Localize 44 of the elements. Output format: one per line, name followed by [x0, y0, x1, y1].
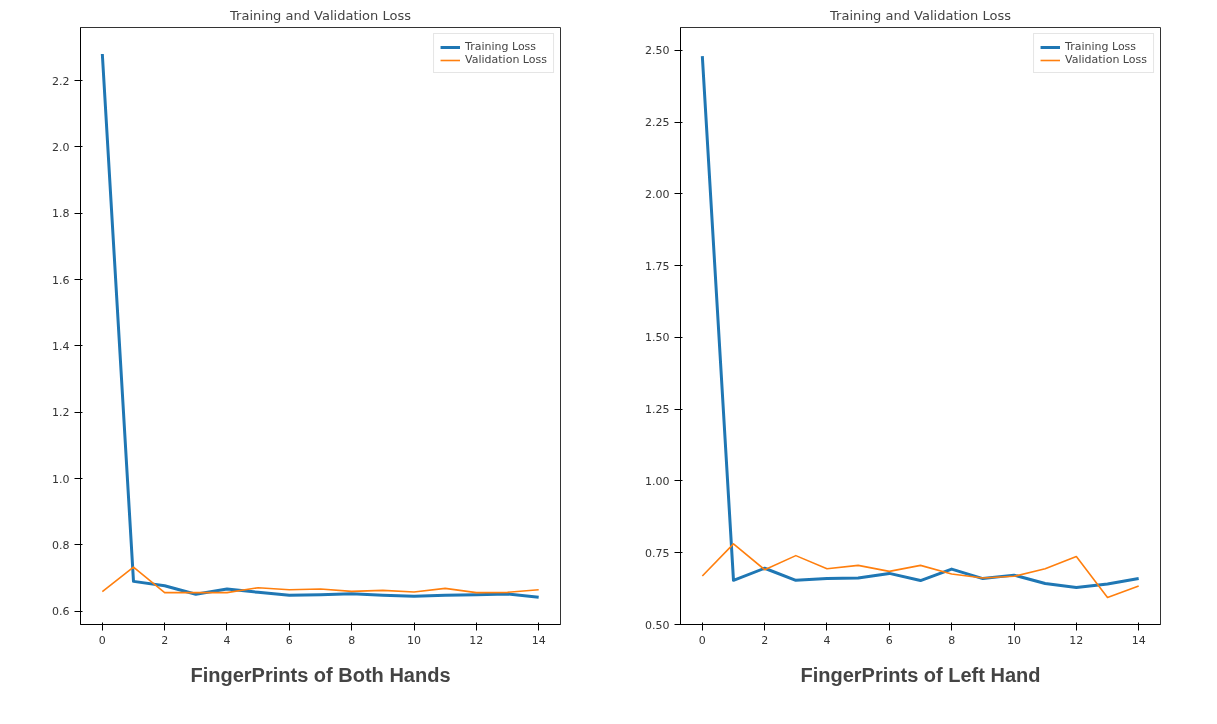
y-tick-label: 2.0: [52, 140, 70, 154]
legend-label: Validation Loss: [1065, 53, 1147, 66]
y-tick-label: 2.25: [645, 116, 670, 130]
text: FingerPrints of Both Hands: [190, 663, 451, 686]
chart-title: Training and Validation Loss: [229, 7, 412, 23]
x-tick-label: 0: [698, 633, 706, 647]
y-tick-label: 2.00: [645, 187, 670, 201]
x-tick-label: 12: [1069, 633, 1084, 647]
y-tick-label: 1.50: [645, 331, 670, 345]
text: FingerPrints of Left Hand: [800, 663, 1041, 686]
x-tick-label: 8: [348, 633, 356, 647]
legend-label: Validation Loss: [465, 53, 547, 66]
x-tick-label: 0: [98, 633, 106, 647]
y-tick-label: 1.2: [52, 406, 70, 420]
y-tick-label: 1.6: [52, 273, 70, 287]
y-tick-label: 2.50: [645, 44, 670, 58]
x-tick-label: 8: [948, 633, 956, 647]
y-tick-label: 1.75: [645, 259, 670, 273]
y-tick-label: 1.25: [645, 403, 670, 417]
x-tick-label: 2: [161, 633, 169, 647]
y-tick-label: 1.0: [52, 472, 70, 486]
x-tick-label: 6: [285, 633, 293, 647]
line-series: [101, 566, 540, 594]
legend-label: Training Loss: [1065, 40, 1137, 53]
y-tick-label: 0.8: [52, 538, 70, 552]
y-tick-label: 1.4: [52, 339, 70, 353]
x-tick-label: 14: [531, 633, 546, 647]
x-tick-label: 4: [223, 633, 231, 647]
line-series: [701, 543, 1140, 599]
x-tick-label: 10: [407, 633, 422, 647]
x-tick-label: 12: [469, 633, 484, 647]
x-tick-label: 6: [885, 633, 893, 647]
chart-title: Training and Validation Loss: [829, 7, 1012, 23]
y-tick-label: 1.00: [645, 474, 670, 488]
legend-label: Training Loss: [465, 40, 537, 53]
x-tick-label: 14: [1131, 633, 1146, 647]
y-tick-label: 0.75: [645, 546, 670, 560]
y-tick-label: 1.8: [52, 207, 70, 221]
x-tick-label: 2: [761, 633, 769, 647]
y-tick-label: 2.2: [52, 74, 70, 88]
y-tick-label: 0.6: [52, 605, 70, 619]
y-tick-label: 0.50: [645, 618, 670, 632]
x-tick-label: 10: [1007, 633, 1022, 647]
x-tick-label: 4: [823, 633, 831, 647]
